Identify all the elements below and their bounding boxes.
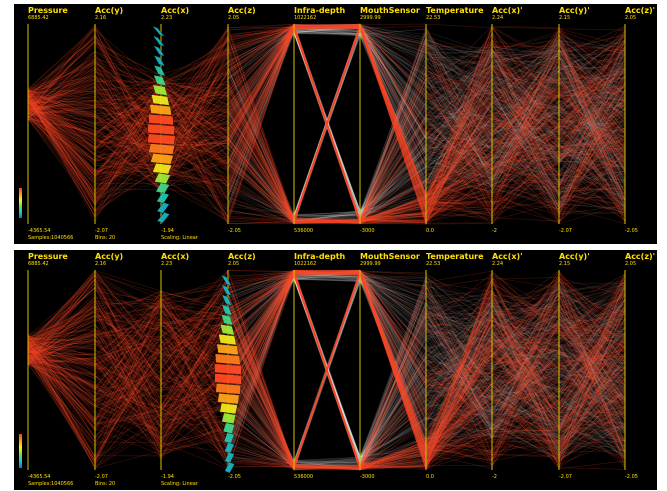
status-scaling: Scaling: Linear [161,235,198,241]
axis-max-temperature: 22.53 [426,261,441,267]
axis-min-acc-x-prime: -2 [492,474,497,480]
axis-label-pressure[interactable]: Pressure [28,252,68,261]
status-bins: Bins: 20 [95,481,116,487]
axis-max-mouth-sensor: 2999.99 [360,261,381,267]
axis-min-mouth-sensor: -3000 [360,474,375,480]
color-legend-bar [19,188,22,218]
axis-min-acc-y: -2.07 [95,474,108,480]
axis-min-acc-y: -2.07 [95,228,108,234]
axis-label-acc-x-prime[interactable]: Acc(x)' [492,6,523,15]
axis-label-acc-x[interactable]: Acc(x) [161,252,190,261]
axis-max-infra-depth: 1022162 [294,261,317,267]
axis-label-acc-z-prime[interactable]: Acc(z)' [625,252,656,261]
axis-max-mouth-sensor: 2999.99 [360,15,381,21]
axis-min-temperature: 0.0 [426,474,434,480]
axis-min-pressure: -4365.54 [28,474,51,480]
axis-min-acc-x: -1.94 [161,228,174,234]
axis-max-acc-x-prime: 2.24 [492,15,504,21]
status-samples: Samples:1040566 [28,235,74,241]
axis-label-acc-z[interactable]: Acc(z) [228,252,256,261]
axis-min-acc-z-prime: -2.05 [625,228,638,234]
axis-label-pressure[interactable]: Pressure [28,6,68,15]
axis-label-temperature[interactable]: Temperature [426,6,484,15]
axis-min-acc-x-prime: -2 [492,228,497,234]
axis-label-acc-z-prime[interactable]: Acc(z)' [625,6,656,15]
axis-min-acc-z: -2.05 [228,228,241,234]
axis-label-mouth-sensor[interactable]: MouthSensor [360,252,420,261]
axis-min-temperature: 0.0 [426,228,434,234]
axis-histogram[interactable] [147,25,176,224]
axis-label-acc-z[interactable]: Acc(z) [228,6,256,15]
axis-label-temperature[interactable]: Temperature [426,252,484,261]
axis-min-acc-y-prime: -2.07 [559,474,572,480]
color-legend-bar [19,434,22,468]
axis-max-acc-x-prime: 2.24 [492,261,504,267]
axis-max-acc-y-prime: 2.15 [559,261,571,267]
axis-min-acc-z: -2.05 [228,474,241,480]
axis-label-acc-x[interactable]: Acc(x) [161,6,190,15]
axis-max-acc-z-prime: 2.05 [625,261,637,267]
axis-max-temperature: 22.53 [426,15,441,21]
polyline-layer [27,22,626,225]
axis-label-infra-depth[interactable]: Infra-depth [294,252,346,261]
parallel-coordinates-panel-bottom[interactable]: Pressure Acc(y) Acc(x) Acc(z) Infra-dept… [14,250,657,490]
axis-label-acc-y-prime[interactable]: Acc(y)' [559,6,590,15]
axis-max-acc-x: 2.23 [161,15,173,21]
axis-max-infra-depth: 1022162 [294,15,317,21]
parallel-coordinates-panel-top[interactable]: Pressure Acc(y) Acc(x) Acc(z) Infra-dept… [14,4,657,244]
axis-label-acc-y-prime[interactable]: Acc(y)' [559,252,590,261]
axis-max-acc-z: 2.05 [228,15,240,21]
axis-max-acc-y: 2.16 [95,261,107,267]
axis-label-mouth-sensor[interactable]: MouthSensor [360,6,420,15]
polyline-layer [27,268,626,471]
axis-min-mouth-sensor: -3000 [360,228,375,234]
axis-label-infra-depth[interactable]: Infra-depth [294,6,346,15]
axis-label-acc-y[interactable]: Acc(y) [95,6,124,15]
axis-min-infra-depth: 536000 [294,474,314,480]
axis-min-acc-y-prime: -2.07 [559,228,572,234]
axis-max-acc-y: 2.16 [95,15,107,21]
axis-max-acc-z-prime: 2.05 [625,15,637,21]
axis-label-acc-y[interactable]: Acc(y) [95,252,124,261]
axis-max-pressure: 6885.42 [28,15,49,21]
axis-min-infra-depth: 536000 [294,228,314,234]
axis-max-acc-y-prime: 2.15 [559,15,571,21]
parallel-coordinates-canvas-top[interactable] [14,4,657,244]
axis-min-acc-z-prime: -2.05 [625,474,638,480]
status-scaling: Scaling: Linear [161,481,198,487]
status-bins: Bins: 20 [95,235,116,241]
axis-min-pressure: -4365.54 [28,228,51,234]
axis-min-acc-x: -1.94 [161,474,174,480]
axis-max-pressure: 6885.42 [28,261,49,267]
status-samples: Samples:1040566 [28,481,74,487]
axis-max-acc-x: 2.23 [161,261,173,267]
axis-max-acc-z: 2.05 [228,261,240,267]
axis-label-acc-x-prime[interactable]: Acc(x)' [492,252,523,261]
axis-histogram[interactable] [214,274,242,474]
parallel-coordinates-canvas-bottom[interactable] [14,250,657,490]
